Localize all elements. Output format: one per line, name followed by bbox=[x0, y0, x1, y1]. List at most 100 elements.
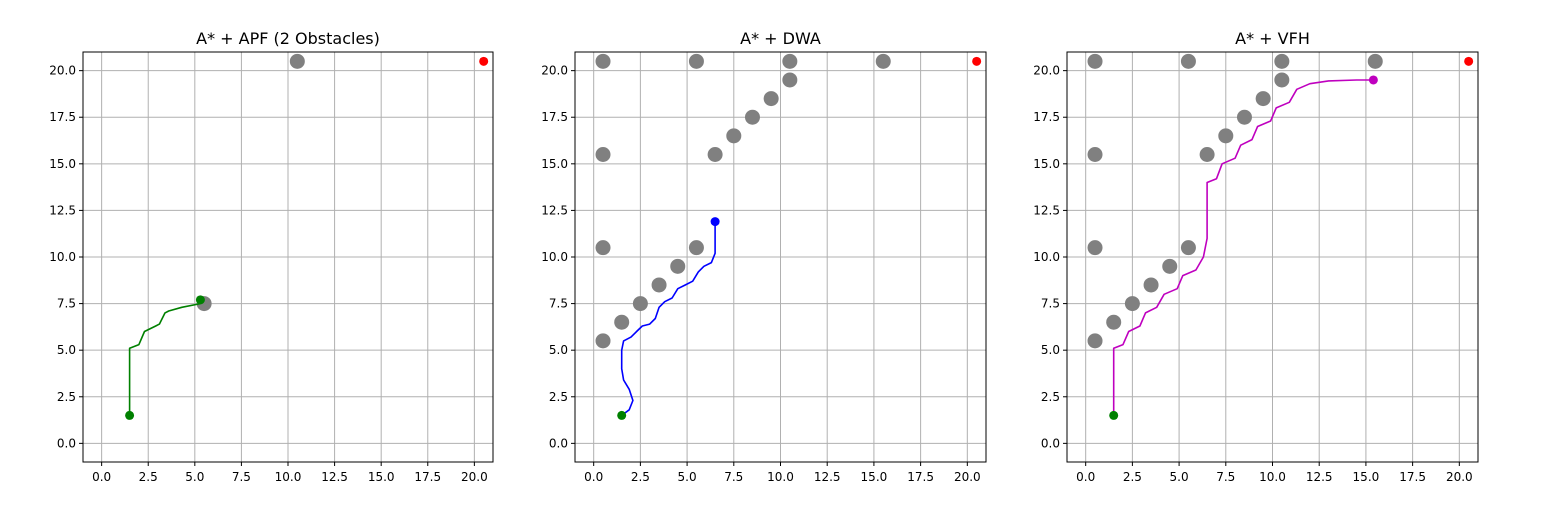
obstacle-marker bbox=[875, 53, 891, 69]
end-marker bbox=[710, 217, 720, 227]
obstacle-marker bbox=[1087, 333, 1103, 349]
plot-frame bbox=[1066, 51, 1479, 463]
x-tick-label: 0.0 bbox=[1076, 470, 1095, 484]
x-tick-label: 7.5 bbox=[232, 470, 251, 484]
y-tick-label: 20.0 bbox=[541, 64, 568, 78]
x-tick-label: 15.0 bbox=[861, 470, 888, 484]
y-tick-label: 17.5 bbox=[49, 110, 76, 124]
start-marker bbox=[1109, 410, 1119, 420]
y-tick-label: 15.0 bbox=[1033, 157, 1060, 171]
obstacle-marker bbox=[782, 72, 798, 88]
path-line bbox=[128, 302, 201, 416]
path-line bbox=[620, 221, 716, 417]
grid bbox=[575, 52, 986, 462]
obstacle-marker bbox=[614, 314, 630, 330]
obstacle-marker bbox=[1199, 147, 1215, 162]
y-tick-label: 17.5 bbox=[1033, 110, 1060, 124]
y-tick-label: 0.0 bbox=[549, 436, 568, 450]
obstacle-marker bbox=[1236, 109, 1252, 125]
obstacle-marker bbox=[1143, 277, 1159, 293]
x-tick-label: 2.5 bbox=[1123, 470, 1142, 484]
x-tick-label: 7.5 bbox=[724, 470, 743, 484]
x-tick-label: 20.0 bbox=[461, 470, 488, 484]
y-tick-label: 15.0 bbox=[541, 157, 568, 171]
chart-panel-3: 0.0 2.5 5.0 7.5 10.0 12.5 15.0 17.5 20.0 0.0 2.5 5.… bbox=[1033, 29, 1479, 484]
start-marker bbox=[617, 410, 627, 420]
obstacle-marker bbox=[1180, 53, 1196, 69]
x-tick-label: 15.0 bbox=[1353, 470, 1380, 484]
x-tick-label: 17.5 bbox=[907, 470, 934, 484]
y-tick-label: 20.0 bbox=[1033, 64, 1060, 78]
x-tick-label: 2.5 bbox=[631, 470, 650, 484]
x-tick-label: 12.5 bbox=[1306, 470, 1333, 484]
x-tick-label: 5.0 bbox=[185, 470, 204, 484]
x-tick-label: 5.0 bbox=[678, 470, 697, 484]
obstacle-marker bbox=[1274, 72, 1290, 88]
obstacle-marker bbox=[1087, 53, 1103, 69]
x-tick-label: 0.0 bbox=[92, 470, 111, 484]
obstacle-marker bbox=[688, 240, 704, 256]
goal-marker bbox=[1464, 56, 1474, 66]
obstacle-marker bbox=[707, 147, 723, 162]
y-tick-label: 10.0 bbox=[49, 250, 76, 264]
obstacle-marker bbox=[595, 147, 611, 162]
obstacle-marker bbox=[782, 53, 798, 69]
x-tick-label: 20.0 bbox=[954, 470, 981, 484]
grid bbox=[1067, 52, 1478, 462]
plot-frame bbox=[574, 51, 987, 463]
goal-marker bbox=[972, 56, 982, 66]
obstacle-marker bbox=[1218, 128, 1234, 144]
y-tick-label: 12.5 bbox=[49, 203, 76, 217]
obstacle-marker bbox=[1087, 147, 1103, 162]
obstacle-marker bbox=[1180, 240, 1196, 256]
obstacle-marker bbox=[632, 296, 648, 312]
y-tick-label: 15.0 bbox=[49, 157, 76, 171]
obstacle-marker bbox=[1124, 296, 1140, 312]
x-tick-label: 10.0 bbox=[275, 470, 302, 484]
y-tick-label: 7.5 bbox=[1041, 297, 1060, 311]
x-tick-label: 17.5 bbox=[1399, 470, 1426, 484]
grid bbox=[83, 52, 493, 462]
x-tick-label: 2.5 bbox=[139, 470, 158, 484]
obstacle-marker bbox=[595, 240, 611, 256]
obstacle-marker bbox=[1162, 258, 1178, 274]
obstacle-marker bbox=[1255, 91, 1271, 107]
x-tick-label: 15.0 bbox=[368, 470, 395, 484]
y-tick-label: 7.5 bbox=[549, 297, 568, 311]
obstacle-marker bbox=[595, 333, 611, 349]
y-tick-label: 12.5 bbox=[1033, 203, 1060, 217]
y-tick-label: 10.0 bbox=[1033, 250, 1060, 264]
y-tick-label: 5.0 bbox=[549, 343, 568, 357]
end-marker bbox=[1368, 75, 1378, 85]
obstacle-marker bbox=[595, 53, 611, 69]
y-tick-label: 7.5 bbox=[57, 297, 76, 311]
y-tick-label: 5.0 bbox=[57, 343, 76, 357]
start-marker bbox=[125, 410, 135, 420]
obstacle-marker bbox=[688, 53, 704, 69]
obstacle-marker bbox=[651, 277, 667, 293]
y-tick-label: 12.5 bbox=[541, 203, 568, 217]
x-tick-label: 10.0 bbox=[767, 470, 794, 484]
x-tick-label: 20.0 bbox=[1446, 470, 1473, 484]
y-tick-label: 10.0 bbox=[541, 250, 568, 264]
x-tick-label: 0.0 bbox=[584, 470, 603, 484]
y-tick-label: 17.5 bbox=[541, 110, 568, 124]
x-tick-label: 5.0 bbox=[1170, 470, 1189, 484]
obstacle-marker bbox=[763, 91, 779, 107]
chart-panel-2: 0.0 2.5 5.0 7.5 10.0 12.5 15.0 17.5 20.0 0.0 2.5 5.… bbox=[541, 29, 987, 484]
x-tick-label: 7.5 bbox=[1216, 470, 1235, 484]
obstacle-marker bbox=[670, 258, 686, 274]
y-tick-label: 0.0 bbox=[57, 436, 76, 450]
chart-title: A* + DWA bbox=[740, 29, 821, 48]
obstacle-marker bbox=[744, 109, 760, 125]
obstacle-marker bbox=[1106, 314, 1122, 330]
obstacle-marker bbox=[289, 53, 305, 69]
obstacle-marker bbox=[726, 128, 742, 144]
y-tick-label: 0.0 bbox=[1041, 436, 1060, 450]
x-tick-label: 17.5 bbox=[414, 470, 441, 484]
y-tick-label: 2.5 bbox=[1041, 390, 1060, 404]
y-tick-label: 20.0 bbox=[49, 64, 76, 78]
x-tick-label: 12.5 bbox=[321, 470, 348, 484]
plot-frame bbox=[82, 51, 494, 463]
